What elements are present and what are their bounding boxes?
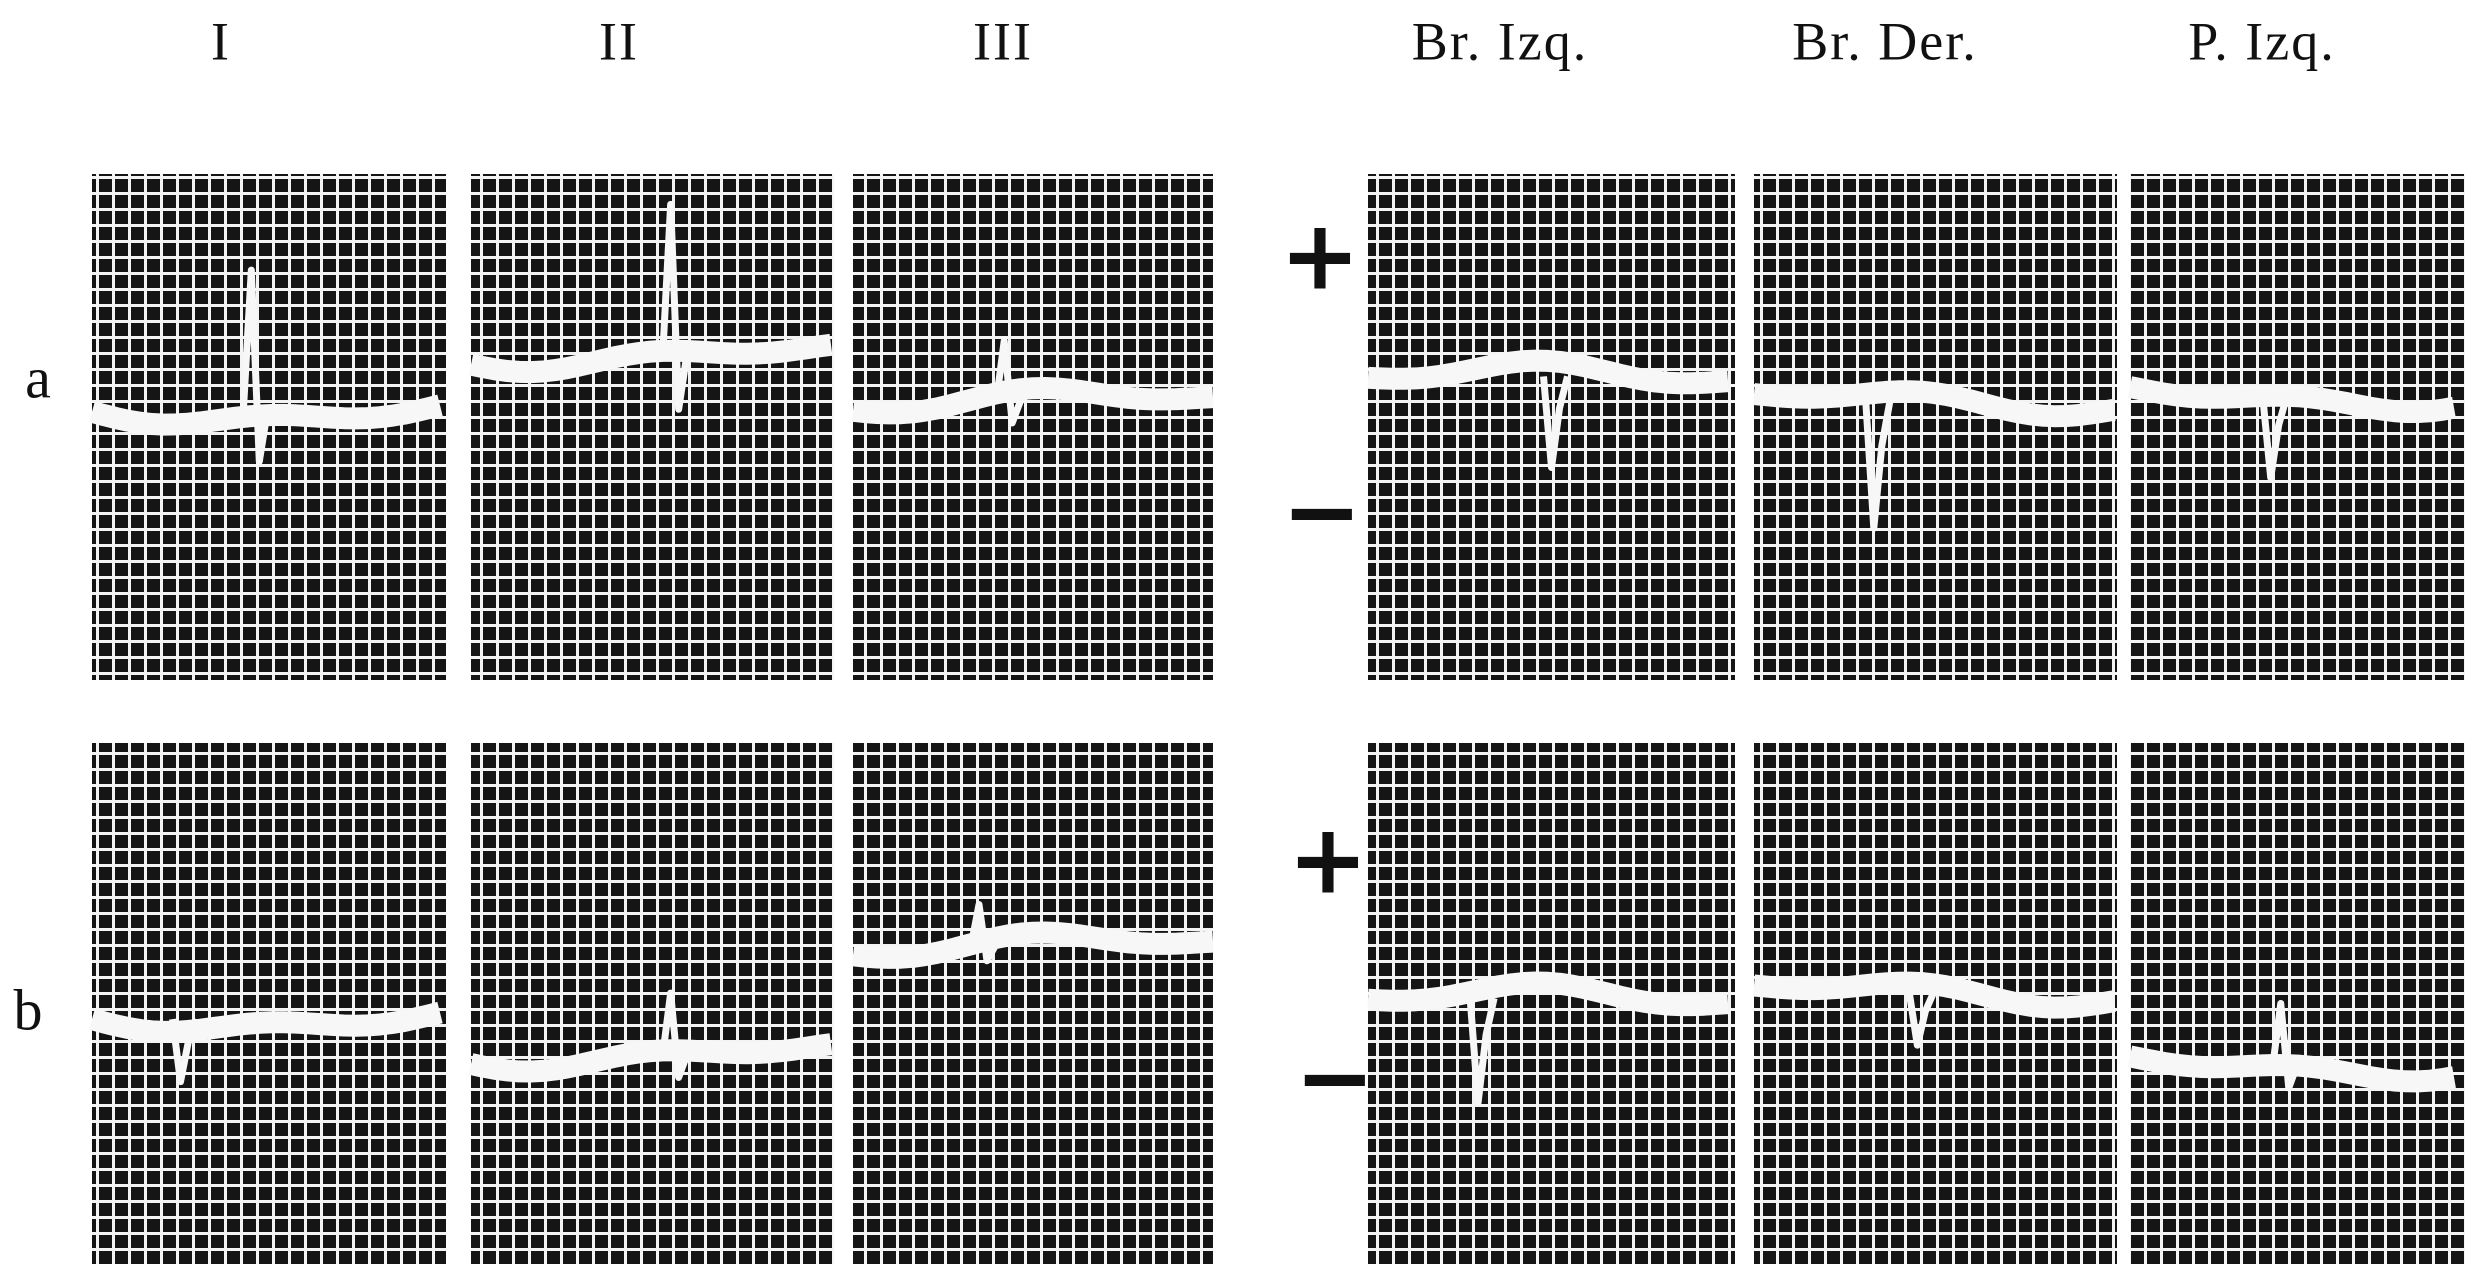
column-label: P. Izq. bbox=[2188, 11, 2336, 71]
ecg-trace bbox=[468, 333, 833, 384]
ecg-grid bbox=[92, 743, 446, 1264]
plus-sign: + bbox=[1280, 199, 1360, 311]
ecg-spike bbox=[1466, 997, 1498, 1106]
ecg-spike bbox=[2259, 395, 2291, 482]
ecg-trace bbox=[1752, 380, 2116, 428]
column-label: Br. Izq. bbox=[1412, 11, 1588, 71]
column-label: III bbox=[973, 11, 1033, 71]
ecg-trace bbox=[1752, 971, 2116, 1019]
ecg-grid bbox=[853, 743, 1213, 1264]
ecg-grid bbox=[2130, 174, 2465, 680]
ecg-spike bbox=[1540, 375, 1571, 471]
ecg-grid bbox=[2130, 743, 2465, 1264]
ecg-spike bbox=[659, 989, 690, 1081]
ecg-trace bbox=[2127, 1045, 2456, 1093]
ecg-spike bbox=[659, 200, 691, 413]
plus-sign: + bbox=[1288, 803, 1368, 915]
ecg-spike bbox=[239, 266, 271, 465]
ecg-spike bbox=[992, 337, 1024, 427]
row-label: a bbox=[25, 345, 51, 410]
minus-sign: − bbox=[1282, 455, 1362, 567]
ecg-grid bbox=[471, 743, 834, 1264]
ecg-trace bbox=[1367, 971, 1729, 1017]
ecg-spike bbox=[169, 1017, 200, 1086]
column-label: Br. Der. bbox=[1792, 11, 1978, 71]
ecg-trace bbox=[1367, 349, 1729, 395]
ecg-trace bbox=[851, 377, 1214, 425]
panels bbox=[89, 174, 2465, 1264]
ecg-trace bbox=[2127, 376, 2456, 423]
ecg-grid bbox=[1368, 174, 1735, 680]
column-label: II bbox=[599, 11, 639, 71]
minus-sign: − bbox=[1295, 1021, 1375, 1133]
ecg-grid bbox=[471, 174, 834, 680]
ecg-spike bbox=[1905, 991, 1937, 1049]
ecg-spike bbox=[2269, 1000, 2301, 1092]
ecg-grid bbox=[853, 174, 1213, 680]
ecg-trace bbox=[468, 1033, 833, 1083]
ecg-trace bbox=[89, 1001, 443, 1043]
column-label: I bbox=[211, 11, 231, 71]
ecg-trace bbox=[851, 921, 1214, 969]
row-label: b bbox=[14, 977, 43, 1042]
ecg-spike bbox=[1862, 401, 1894, 532]
ecg-spike bbox=[967, 901, 999, 965]
